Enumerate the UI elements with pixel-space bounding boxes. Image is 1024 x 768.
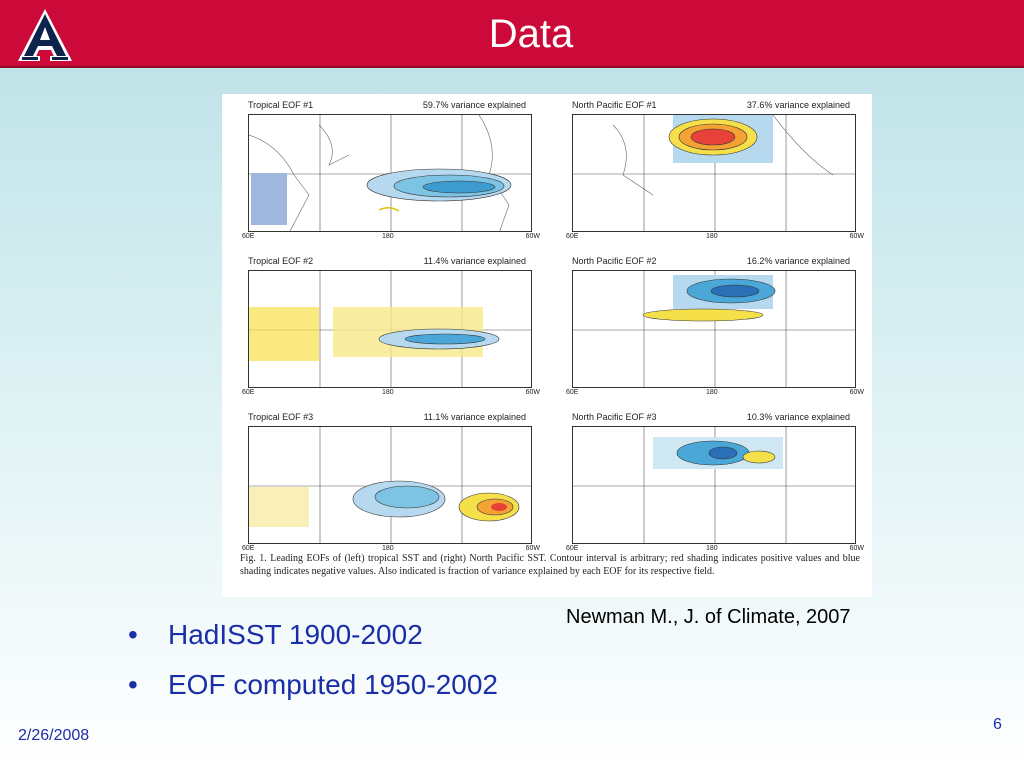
footer-date: 2/26/2008	[18, 727, 90, 744]
tick-label: 180	[382, 233, 394, 240]
panel-north-pacific-eof-1: North Pacific EOF #1 37.6% variance expl…	[566, 100, 864, 250]
bullet-list: • HadISST 1900-2002 • EOF computed 1950-20…	[128, 610, 498, 710]
citation: Newman M., J. of Climate, 2007	[566, 606, 851, 628]
tick-label: 60W	[849, 233, 864, 240]
tick-label: 60E	[566, 545, 579, 552]
tick-label: 180	[706, 233, 718, 240]
panel-variance: 10.3% variance explained	[746, 412, 850, 422]
panel-tropical-eof-2: Tropical EOF #2 11.4% variance explained…	[242, 256, 540, 406]
eof-map	[572, 270, 856, 388]
panel-name: Tropical EOF #2	[248, 256, 314, 266]
panel-name: Tropical EOF #1	[248, 100, 314, 110]
tick-label: 60W	[849, 389, 864, 396]
panel-variance: 11.4% variance explained	[423, 256, 526, 266]
panel-variance: 16.2% variance explained	[746, 256, 850, 266]
tick-label: 60W	[525, 545, 540, 552]
tick-label: 60W	[525, 389, 540, 396]
bullet-item: • EOF computed 1950-2002	[128, 660, 498, 710]
bullet-item: • HadISST 1900-2002	[128, 610, 498, 660]
tick-label: 180	[706, 545, 718, 552]
tick-label: 60E	[242, 389, 255, 396]
eof-map	[572, 426, 856, 544]
panel-variance: 37.6% variance explained	[746, 100, 850, 110]
title-bar: Data	[0, 0, 1024, 68]
bullet-text: EOF computed 1950-2002	[168, 669, 498, 700]
university-logo-icon	[14, 7, 76, 65]
panel-north-pacific-eof-2: North Pacific EOF #2 16.2% variance expl…	[566, 256, 864, 406]
panel-name: North Pacific EOF #2	[572, 256, 657, 266]
bullet-icon: •	[128, 619, 138, 650]
eof-map	[248, 426, 532, 544]
tick-label: 60E	[242, 233, 255, 240]
panel-name: Tropical EOF #3	[248, 412, 314, 422]
tick-label: 60E	[566, 389, 579, 396]
eof-map	[248, 270, 532, 388]
tick-label: 180	[706, 389, 718, 396]
panel-name: North Pacific EOF #1	[572, 100, 657, 110]
tick-label: 60E	[566, 233, 579, 240]
page-number: 6	[993, 716, 1002, 733]
panel-name: North Pacific EOF #3	[572, 412, 657, 422]
eof-figure: Tropical EOF #1 59.7% variance explained…	[222, 94, 872, 597]
bullet-icon: •	[128, 669, 138, 700]
panel-variance: 59.7% variance explained	[422, 100, 526, 110]
panel-tropical-eof-1: Tropical EOF #1 59.7% variance explained…	[242, 100, 540, 250]
tick-label: 60E	[242, 545, 255, 552]
tick-label: 60W	[525, 233, 540, 240]
panel-north-pacific-eof-3: North Pacific EOF #3 10.3% variance expl…	[566, 412, 864, 562]
panel-variance: 11.1% variance explained	[423, 412, 526, 422]
panel-tropical-eof-3: Tropical EOF #3 11.1% variance explained…	[242, 412, 540, 562]
eof-map	[248, 114, 532, 232]
tick-label: 60W	[849, 545, 864, 552]
figure-caption: Fig. 1. Leading EOFs of (left) tropical …	[240, 553, 860, 577]
tick-label: 180	[382, 545, 394, 552]
tick-label: 180	[382, 389, 394, 396]
bullet-text: HadISST 1900-2002	[168, 619, 423, 650]
slide-title: Data	[488, 12, 574, 56]
eof-map	[572, 114, 856, 232]
